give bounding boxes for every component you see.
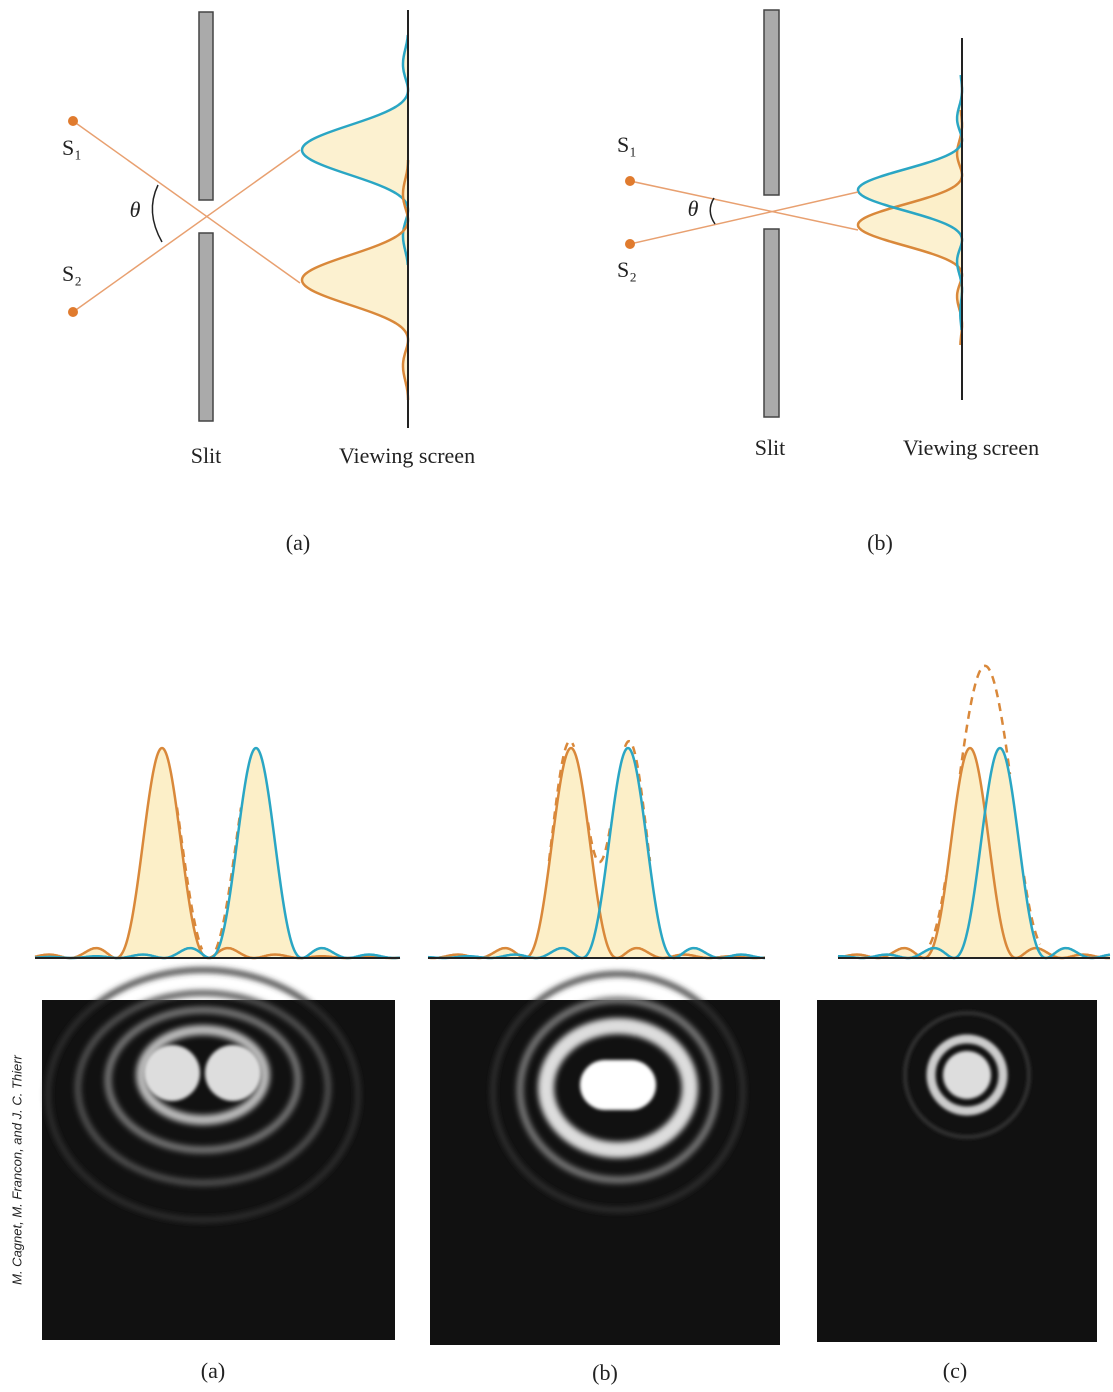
angle-label: θ [130,197,141,222]
source-label: S₁ [617,132,637,157]
caption: (c) [943,1358,967,1383]
angle-arc [152,185,162,242]
photo [817,1000,1097,1342]
intensity-fill [302,35,408,265]
ray [630,181,858,230]
slit-upper [199,12,213,200]
source [625,239,635,249]
photo [430,1000,780,1345]
ray [73,150,300,312]
figure: S₁ S₂ θ Slit Viewing screen (a) S₁ S₂ θ … [0,0,1113,1392]
drawing [35,10,1110,958]
credit: M. Cagnet, M. Francon, and J. C. Thierr [9,1054,24,1284]
intensity-fill [858,110,962,345]
slit-lower [764,229,779,417]
screen-label: Viewing screen [339,443,475,468]
intensity-curve [428,748,765,958]
pattern-core [580,1060,656,1110]
source-label: S₂ [62,261,82,286]
slit-label: Slit [191,443,222,468]
slit-label: Slit [755,435,786,460]
source [68,307,78,317]
angle-label: θ [688,196,699,221]
slit-upper [764,10,779,195]
intensity-curve [35,748,400,958]
source-label: S₂ [617,257,637,282]
intensity-fill [35,748,400,958]
angle-arc [710,198,715,224]
source [68,116,78,126]
ray [630,192,858,244]
source-label: S₁ [62,135,82,160]
caption: (a) [201,1358,225,1383]
caption: (b) [867,530,893,555]
caption: (a) [286,530,310,555]
intensity-fill [302,160,408,400]
intensity-curve [35,748,400,958]
screen-label: Viewing screen [903,435,1039,460]
caption: (b) [592,1360,618,1385]
source [625,176,635,186]
ray [73,121,300,283]
intensity-fill [35,748,400,958]
slit-lower [199,233,213,421]
